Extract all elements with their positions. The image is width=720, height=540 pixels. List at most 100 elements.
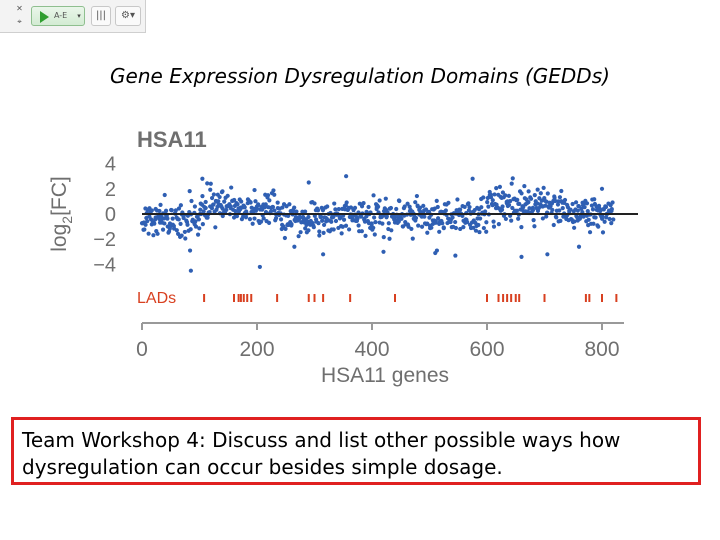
- data-point: [610, 200, 615, 205]
- slide-title: Gene Expression Dysregulation Domains (G…: [110, 64, 610, 88]
- columns-icon[interactable]: |||: [91, 6, 111, 26]
- lad-marker: [601, 294, 603, 302]
- data-point: [303, 226, 308, 231]
- data-point: [336, 206, 341, 212]
- data-point: [228, 204, 233, 209]
- data-point: [492, 192, 497, 197]
- data-point: [519, 225, 524, 230]
- data-point: [416, 223, 421, 228]
- data-point: [381, 249, 386, 254]
- lad-marker: [313, 294, 316, 302]
- play-dropdown-button[interactable]: ▾: [77, 12, 81, 20]
- data-point: [572, 225, 577, 230]
- data-point: [473, 228, 479, 233]
- data-point: [198, 207, 203, 212]
- data-point: [162, 221, 167, 226]
- settings-icon[interactable]: ⚙▾: [115, 6, 141, 26]
- data-point: [261, 216, 266, 221]
- x-tick-label: 800: [584, 338, 619, 361]
- data-point: [203, 205, 208, 211]
- data-point: [325, 204, 330, 209]
- data-point: [453, 253, 458, 258]
- data-point: [526, 200, 531, 205]
- data-point: [519, 254, 524, 259]
- data-point: [591, 221, 596, 226]
- data-point: [291, 209, 296, 214]
- data-point: [282, 235, 287, 241]
- data-point: [586, 217, 591, 222]
- data-point: [481, 225, 486, 231]
- data-point: [306, 180, 311, 185]
- data-point: [497, 184, 503, 189]
- data-point: [461, 225, 466, 230]
- data-point: [358, 214, 364, 219]
- data-point: [478, 216, 483, 221]
- data-point: [225, 193, 230, 198]
- data-point: [233, 209, 238, 214]
- data-point: [485, 195, 490, 201]
- data-point: [562, 197, 568, 203]
- data-point: [496, 222, 501, 227]
- data-point: [527, 206, 532, 211]
- data-point: [316, 221, 321, 226]
- data-point: [216, 199, 221, 204]
- data-point: [526, 189, 531, 194]
- panel-label: HSA11: [137, 127, 207, 152]
- lad-marker: [615, 294, 618, 302]
- y-tick-label: −2: [93, 229, 116, 251]
- data-point: [417, 205, 423, 210]
- data-point: [450, 215, 455, 220]
- data-point: [453, 219, 458, 225]
- data-point: [532, 224, 537, 229]
- pin-icon[interactable]: ⌖: [17, 17, 22, 26]
- data-point: [331, 227, 336, 232]
- data-point: [211, 192, 216, 197]
- lad-marker: [250, 294, 253, 302]
- data-point: [609, 221, 614, 226]
- data-point: [188, 268, 193, 273]
- workshop-prompt: Team Workshop 4: Discuss and list other …: [11, 417, 701, 485]
- data-point: [435, 204, 440, 210]
- data-point: [515, 197, 520, 202]
- data-point: [570, 201, 575, 207]
- data-point: [584, 201, 590, 206]
- data-point: [185, 222, 190, 227]
- lad-marker: [349, 294, 352, 302]
- data-point: [146, 231, 151, 236]
- data-point: [538, 191, 543, 196]
- lad-marker: [276, 294, 279, 302]
- data-point: [344, 200, 349, 205]
- data-point: [545, 252, 550, 257]
- data-point: [387, 236, 392, 241]
- lad-marker: [394, 294, 396, 302]
- data-point: [419, 224, 425, 229]
- data-point: [560, 206, 565, 211]
- data-point: [195, 232, 201, 237]
- data-point: [490, 198, 495, 203]
- data-point: [359, 204, 365, 209]
- data-point: [372, 232, 377, 237]
- data-point: [510, 176, 515, 181]
- toolbar: ✕ ⌖ A-E ▾ ||| ⚙▾: [0, 0, 146, 33]
- data-point: [440, 221, 445, 226]
- data-point: [196, 217, 202, 222]
- data-point: [479, 205, 484, 210]
- data-point: [467, 204, 472, 210]
- play-icon: [40, 11, 49, 23]
- lad-marker: [246, 294, 249, 302]
- data-point: [554, 215, 559, 220]
- data-point: [429, 225, 434, 230]
- data-point: [283, 226, 288, 231]
- data-point: [423, 207, 429, 212]
- data-point: [292, 205, 297, 210]
- data-point: [514, 208, 520, 213]
- data-point: [174, 228, 179, 233]
- data-point: [200, 176, 205, 181]
- data-point: [582, 204, 587, 210]
- data-point: [572, 219, 577, 224]
- data-point: [531, 218, 536, 223]
- data-point: [203, 199, 208, 205]
- play-button[interactable]: A-E: [31, 6, 85, 26]
- close-icon[interactable]: ✕: [16, 4, 23, 13]
- data-point: [486, 204, 491, 209]
